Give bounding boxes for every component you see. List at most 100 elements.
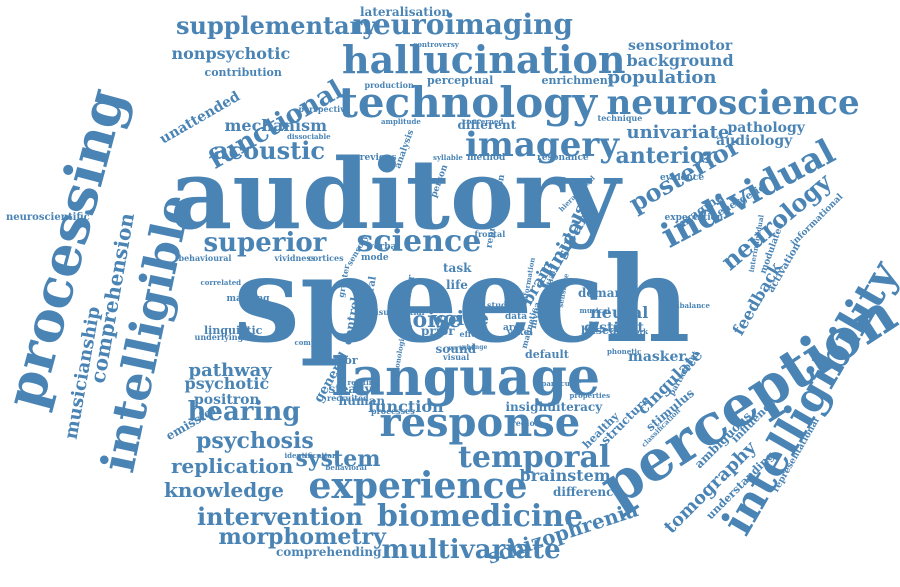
cloud-word: dissociable	[287, 131, 331, 141]
cloud-word: population	[607, 67, 717, 88]
cloud-word: relating	[347, 377, 379, 387]
cloud-word: phonetic	[607, 346, 642, 356]
cloud-word: auditory	[170, 138, 621, 251]
cloud-word: data	[505, 311, 528, 322]
cloud-word: neuroscience	[606, 83, 860, 123]
cloud-word: complex	[294, 337, 328, 347]
cloud-word: morphometry	[218, 524, 386, 550]
cloud-word: noise	[396, 307, 462, 333]
cloud-word: processes	[371, 406, 415, 416]
cloud-word: particular	[541, 378, 581, 388]
cloud-word: difference	[553, 485, 622, 499]
cloud-word: lateralisation	[360, 5, 451, 19]
cloud-word: enhance	[308, 356, 346, 366]
cloud-word: neural	[590, 303, 649, 322]
cloud-word: sensorimotor	[628, 38, 733, 54]
cloud-word: masker	[628, 349, 686, 365]
cloud-word: resonance	[537, 152, 589, 163]
cloud-word: expectation	[664, 212, 724, 223]
cloud-word: hearing	[187, 397, 301, 427]
cloud-word: task	[443, 261, 472, 275]
cloud-word: motor	[320, 353, 358, 367]
cloud-word: visuospatial	[371, 307, 425, 317]
cloud-word: linguistic	[204, 323, 263, 337]
cloud-word: properties	[569, 390, 611, 400]
cloud-word: vividness	[274, 253, 316, 263]
cloud-word: area	[503, 322, 526, 333]
cloud-word: audiology	[716, 133, 793, 149]
cloud-word: background	[626, 51, 734, 70]
cloud-word: network	[616, 326, 649, 336]
cloud-word: human	[338, 394, 386, 408]
cloud-word: controversy	[413, 39, 459, 49]
cloud-word: frontal	[474, 229, 506, 239]
cloud-word: concerned	[462, 116, 504, 126]
cloud-word: cortices	[308, 253, 344, 263]
cloud-word: default	[525, 347, 569, 361]
cloud-word: effect	[459, 329, 485, 339]
cloud-word: system	[295, 446, 381, 472]
cloud-word: production	[364, 80, 414, 90]
cloud-word: replication	[171, 454, 294, 478]
cloud-word: technique	[597, 113, 643, 123]
cloud-word: behavioral	[325, 462, 367, 472]
cloud-word: musical	[579, 305, 611, 315]
cloud-word: neuroimaging	[352, 8, 574, 41]
cloud-word: steady	[328, 382, 372, 396]
cloud-word: demand	[578, 286, 632, 300]
cloud-word: mechanism	[224, 116, 328, 135]
cloud-word: knowledge	[164, 478, 284, 502]
cloud-word: life	[446, 278, 468, 292]
cloud-word: previous	[353, 152, 397, 163]
cloud-word: method	[467, 152, 506, 163]
cloud-word: imbalance	[669, 300, 711, 310]
cloud-word: verbal	[368, 241, 400, 252]
cloud-word: hallucination	[342, 37, 626, 82]
cloud-word: intervention	[197, 502, 363, 531]
cloud-word: univariate	[626, 122, 730, 143]
cloud-word: amplitude	[381, 116, 421, 126]
cloud-word: study	[487, 300, 512, 310]
cloud-word: distinct	[584, 320, 644, 336]
cloud-word: superior	[203, 228, 327, 258]
cloud-word: sound	[435, 342, 477, 356]
cloud-word: vertical	[448, 345, 474, 352]
cloud-word: underlying	[194, 332, 244, 342]
cloud-word: function	[368, 397, 444, 416]
cloud-word: visual	[443, 352, 470, 362]
cloud-word: science	[356, 224, 482, 259]
cloud-word: behavioural	[178, 253, 232, 263]
cloud-word: recruited	[327, 393, 369, 403]
cloud-word: technology	[338, 78, 598, 127]
cloud-word: syllable	[433, 152, 463, 162]
cloud-word: acoustic	[213, 136, 325, 165]
cloud-word: neuroscientific	[6, 212, 90, 223]
cloud-word: different	[457, 118, 517, 132]
cloud-word: multivariate	[381, 535, 561, 565]
cloud-word: voice	[431, 306, 489, 330]
cloud-word: pathway	[188, 360, 272, 381]
cloud-word: identification	[284, 450, 338, 460]
cloud-word: nonpsychotic	[171, 44, 291, 63]
cloud-word: temporal	[458, 440, 611, 475]
cloud-word: enrichment	[541, 73, 613, 87]
cloud-word: correlated	[200, 277, 242, 287]
cloud-word: response	[379, 399, 581, 446]
cloud-word: brainstem	[519, 466, 611, 485]
cloud-word: prior	[421, 324, 455, 338]
cloud-word: speech	[233, 230, 691, 369]
cloud-word: pathology	[727, 120, 805, 136]
cloud-word: psychotic	[184, 374, 270, 393]
cloud-word: evidence	[660, 172, 705, 183]
cloud-word: perceptual	[427, 73, 494, 87]
cloud-word: comprehending	[276, 545, 382, 559]
cloud-word: insight	[505, 400, 553, 414]
cloud-word: experience	[308, 465, 528, 507]
cloud-word: imagery	[465, 125, 619, 165]
cloud-word: mode	[361, 252, 389, 263]
cloud-word: voxel	[507, 327, 533, 338]
cloud-word: biomedicine	[377, 499, 584, 534]
cloud-word: literacy	[551, 400, 603, 414]
cloud-word: positron	[194, 392, 260, 408]
